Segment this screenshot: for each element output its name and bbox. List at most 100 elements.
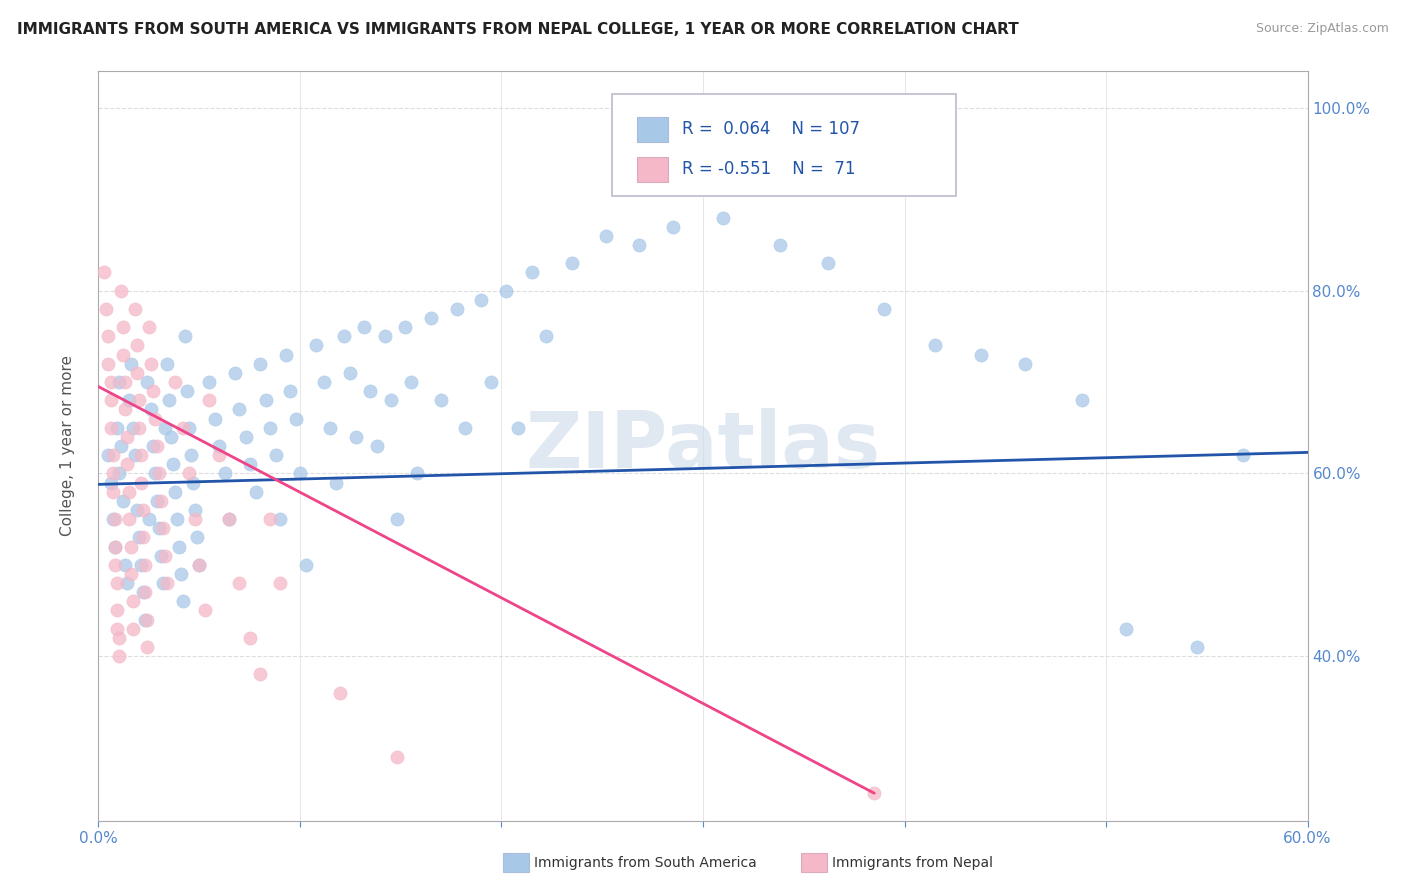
Point — [110, 284, 132, 298]
Point — [111, 320, 134, 334]
Point — [329, 686, 352, 700]
Point — [470, 293, 492, 307]
Point — [179, 421, 201, 435]
Point — [105, 622, 128, 636]
Point — [239, 631, 262, 645]
Point — [254, 393, 277, 408]
Point — [115, 576, 138, 591]
Point — [132, 503, 155, 517]
Point — [111, 493, 134, 508]
Point — [118, 393, 141, 408]
Point — [269, 576, 291, 591]
Point — [176, 384, 198, 399]
Point — [595, 228, 617, 243]
Point — [627, 238, 650, 252]
Point — [100, 421, 122, 435]
Point — [114, 402, 136, 417]
Point — [366, 439, 388, 453]
Point — [180, 448, 202, 462]
Point — [139, 402, 162, 417]
Point — [134, 585, 156, 599]
Text: R = -0.551    N =  71: R = -0.551 N = 71 — [682, 161, 855, 178]
Text: R =  0.064    N = 107: R = 0.064 N = 107 — [682, 120, 860, 138]
Point — [1185, 640, 1208, 654]
Point — [163, 484, 186, 499]
Point — [188, 558, 211, 572]
Point — [111, 348, 134, 362]
Point — [103, 540, 125, 554]
Point — [135, 375, 157, 389]
Point — [101, 512, 124, 526]
Point — [105, 603, 128, 617]
Point — [143, 411, 166, 425]
Point — [97, 329, 120, 343]
Point — [218, 512, 240, 526]
Point — [149, 493, 172, 508]
Point — [495, 284, 517, 298]
Point — [156, 357, 179, 371]
Point — [353, 320, 375, 334]
Point — [110, 439, 132, 453]
Point — [181, 475, 204, 490]
Point — [101, 467, 124, 481]
Point — [186, 530, 208, 544]
Point — [385, 749, 408, 764]
Point — [561, 256, 583, 270]
Point — [534, 329, 557, 343]
Point — [1014, 357, 1036, 371]
Point — [172, 421, 194, 435]
Point — [129, 448, 152, 462]
Point — [129, 475, 152, 490]
Point — [430, 393, 453, 408]
Point — [149, 549, 172, 563]
Point — [333, 329, 356, 343]
Text: IMMIGRANTS FROM SOUTH AMERICA VS IMMIGRANTS FROM NEPAL COLLEGE, 1 YEAR OR MORE C: IMMIGRANTS FROM SOUTH AMERICA VS IMMIGRA… — [17, 22, 1018, 37]
Point — [405, 467, 427, 481]
Point — [420, 311, 443, 326]
Point — [114, 558, 136, 572]
Point — [239, 457, 262, 471]
Point — [520, 265, 543, 279]
Point — [107, 375, 129, 389]
Point — [172, 594, 194, 608]
Point — [325, 475, 347, 490]
Point — [162, 457, 184, 471]
Point — [174, 329, 197, 343]
Point — [184, 512, 207, 526]
Point — [661, 219, 683, 234]
Point — [138, 512, 160, 526]
Point — [167, 540, 190, 554]
Point — [124, 448, 146, 462]
Point — [134, 613, 156, 627]
Point — [160, 430, 183, 444]
Point — [121, 594, 143, 608]
Point — [129, 558, 152, 572]
Point — [259, 512, 281, 526]
Point — [125, 503, 148, 517]
Point — [93, 265, 115, 279]
Point — [284, 411, 307, 425]
Point — [128, 393, 150, 408]
Point — [863, 786, 886, 800]
Point — [105, 576, 128, 591]
Point — [259, 421, 281, 435]
Point — [184, 503, 207, 517]
Point — [103, 540, 125, 554]
Point — [249, 667, 271, 681]
Point — [711, 211, 734, 225]
Point — [274, 348, 297, 362]
Point — [1115, 622, 1137, 636]
Point — [97, 448, 120, 462]
Point — [235, 430, 257, 444]
Point — [125, 338, 148, 352]
Point — [100, 475, 122, 490]
Point — [295, 558, 318, 572]
Point — [100, 375, 122, 389]
Y-axis label: College, 1 year or more: College, 1 year or more — [60, 356, 75, 536]
Point — [188, 558, 211, 572]
Point — [399, 375, 422, 389]
Point — [278, 384, 301, 399]
Point — [121, 421, 143, 435]
Point — [204, 411, 226, 425]
Point — [103, 512, 125, 526]
